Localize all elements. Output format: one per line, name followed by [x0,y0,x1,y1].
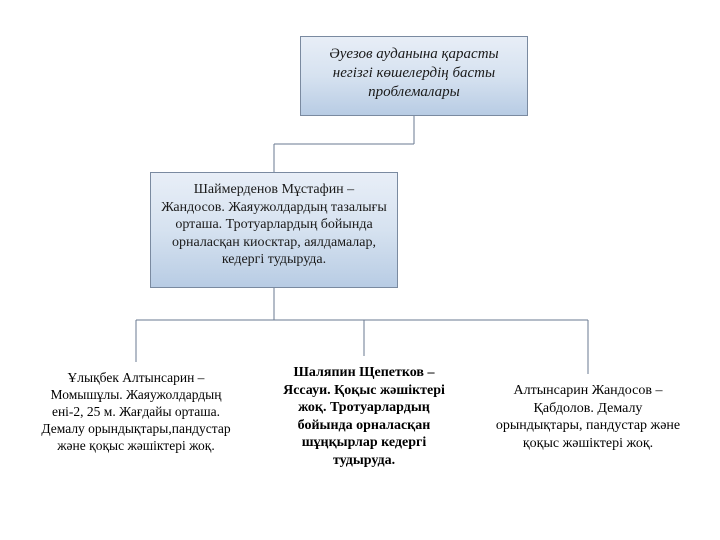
level1-text: Шаймерденов Мұстафин – Жандосов. Жаяужол… [161,182,387,267]
root-text: Әуезов ауданына қарасты негізгі көшелерд… [329,46,498,100]
level1-node: Шаймерденов Мұстафин – Жандосов. Жаяужол… [150,172,398,288]
leaf-node-1: Ұлықбек Алтынсарин – Момышұлы. Жаяужолда… [28,362,244,478]
leaf-node-3: Алтынсарин Жандосов – Қабдолов. Демалу о… [484,374,692,462]
root-node: Әуезов ауданына қарасты негізгі көшелерд… [300,36,528,116]
leaf-node-2: Шаляпин Щепетков – Яссауи. Қоқыс жәшікте… [268,356,460,480]
leaf-text-1: Ұлықбек Алтынсарин – Момышұлы. Жаяужолда… [41,370,230,453]
leaf-text-3: Алтынсарин Жандосов – Қабдолов. Демалу о… [496,383,680,451]
leaf-text-2: Шаляпин Щепетков – Яссауи. Қоқыс жәшікте… [283,365,445,468]
